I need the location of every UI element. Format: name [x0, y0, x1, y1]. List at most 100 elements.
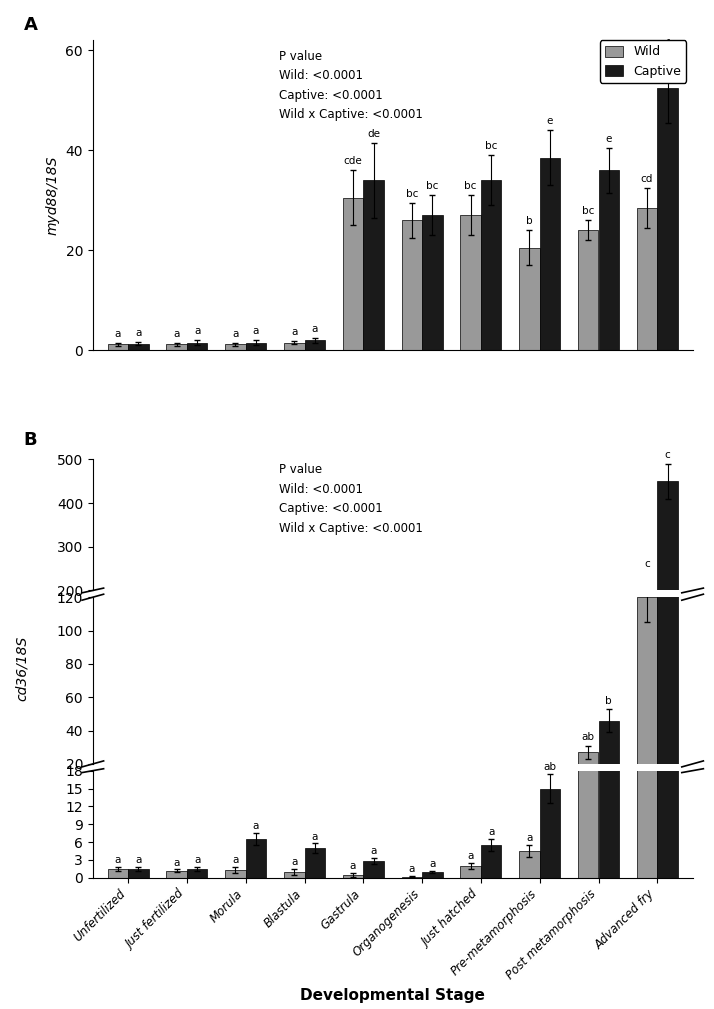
Bar [578, 666, 598, 678]
Text: cde: cde [343, 156, 363, 166]
Bar [284, 795, 304, 797]
Text: B: B [24, 431, 37, 449]
Text: c: c [644, 559, 650, 569]
Text: a: a [311, 831, 318, 842]
Bar [166, 344, 187, 350]
Legend: Wild, Captive: Wild, Captive [600, 40, 686, 83]
Bar [108, 869, 128, 878]
Bar [461, 794, 481, 797]
Bar [578, 230, 598, 350]
Bar [304, 676, 325, 678]
Text: f: f [665, 39, 670, 48]
Y-axis label: myd88/18S: myd88/18S [46, 155, 60, 235]
Bar [540, 157, 560, 350]
Text: a: a [253, 821, 259, 831]
Bar [166, 871, 187, 878]
Bar [128, 869, 149, 878]
Text: a: a [311, 324, 318, 334]
Text: a: a [526, 833, 533, 844]
Bar [187, 869, 208, 878]
Bar [658, 0, 678, 878]
Bar [481, 846, 501, 878]
Bar [540, 788, 560, 878]
Bar [540, 671, 560, 678]
Text: e: e [605, 134, 612, 144]
Text: bc: bc [464, 182, 477, 192]
Bar [225, 795, 246, 797]
Text: a: a [194, 326, 201, 336]
Bar [461, 215, 481, 350]
Text: a: a [371, 847, 377, 857]
Bar [343, 875, 363, 878]
Text: cd: cd [641, 174, 653, 184]
Text: bc: bc [406, 189, 418, 199]
Bar [304, 789, 325, 797]
Bar [422, 795, 443, 797]
Text: c: c [665, 450, 670, 460]
Text: P value
Wild: <0.0001
Captive: <0.0001
Wild x Captive: <0.0001: P value Wild: <0.0001 Captive: <0.0001 W… [278, 463, 423, 535]
Bar [519, 851, 540, 878]
Bar [246, 839, 266, 878]
Text: a: a [291, 857, 298, 867]
Bar [461, 866, 481, 878]
Bar [637, 163, 658, 878]
Text: a: a [135, 855, 141, 865]
Bar [401, 877, 422, 878]
Bar [128, 344, 149, 350]
Bar [578, 717, 598, 878]
Text: a: a [135, 328, 141, 338]
Text: de: de [367, 129, 380, 139]
Text: a: a [115, 329, 121, 339]
Text: a: a [194, 856, 201, 866]
Text: a: a [488, 827, 494, 837]
Bar [637, 626, 658, 678]
Text: a: a [253, 326, 259, 336]
Bar [284, 343, 304, 350]
Text: a: a [115, 856, 121, 866]
Bar [637, 208, 658, 350]
Bar [363, 861, 384, 878]
Text: b: b [526, 216, 533, 226]
Text: a: a [232, 329, 238, 339]
Bar [246, 786, 266, 797]
Bar [363, 677, 384, 678]
Bar [187, 343, 208, 350]
Bar [225, 870, 246, 878]
Bar [422, 215, 443, 350]
Text: P value
Wild: <0.0001
Captive: <0.0001
Wild x Captive: <0.0001: P value Wild: <0.0001 Captive: <0.0001 W… [278, 49, 423, 121]
Text: a: a [174, 329, 180, 339]
Bar [481, 788, 501, 797]
Bar [598, 604, 619, 878]
Bar [598, 720, 619, 797]
Bar [658, 47, 678, 797]
Text: a: a [350, 862, 356, 872]
Text: a: a [429, 859, 436, 869]
Bar [363, 181, 384, 350]
Bar [225, 344, 246, 350]
Bar [481, 181, 501, 350]
X-axis label: Developmental Stage: Developmental Stage [301, 988, 485, 1003]
Text: a: a [291, 327, 298, 337]
Text: bc: bc [485, 141, 498, 151]
Bar [343, 198, 363, 350]
Bar [519, 790, 540, 797]
Text: a: a [408, 865, 415, 874]
Bar [578, 753, 598, 797]
Bar [108, 795, 128, 797]
Bar [187, 795, 208, 797]
Bar [166, 795, 187, 797]
Bar [284, 872, 304, 878]
Text: a: a [174, 858, 180, 868]
Text: ab: ab [543, 762, 556, 772]
Text: bc: bc [582, 206, 594, 216]
Bar [422, 872, 443, 878]
Text: cd36/18S: cd36/18S [14, 636, 29, 701]
Bar [304, 848, 325, 878]
Bar [540, 772, 560, 797]
Text: b: b [605, 695, 612, 705]
Text: bc: bc [426, 182, 438, 192]
Bar [637, 597, 658, 797]
Bar [304, 340, 325, 350]
Text: a: a [232, 856, 238, 866]
Bar [519, 676, 540, 678]
